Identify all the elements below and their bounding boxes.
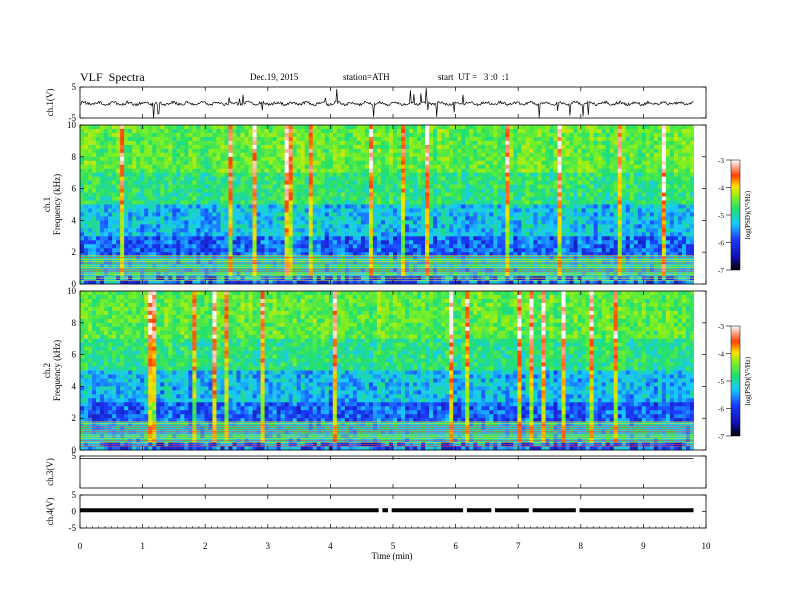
colorbar-tick-label: -4	[718, 185, 724, 193]
y-axis-label: ch.2	[42, 363, 52, 378]
colorbar-tick-label: -6	[718, 240, 724, 248]
x-tick-label: 3	[266, 541, 271, 551]
ch1-spectrogram	[80, 125, 707, 285]
y-axis-label: Frequency (kHz)	[52, 174, 62, 235]
y-tick-label: 8	[72, 318, 77, 328]
date-label: Dec.19, 2015	[250, 72, 299, 82]
ch3-wave-frame	[79, 455, 707, 489]
y-tick-label: 2	[72, 247, 77, 257]
y-tick-label: 5	[72, 451, 77, 461]
y-tick-label: -5	[69, 113, 77, 123]
y-axis-label: ch.1	[42, 197, 52, 212]
figure-title: VLF Spectra	[80, 70, 145, 84]
y-axis-label: ch.3(V)	[45, 458, 55, 486]
y-tick-label: 0	[72, 445, 77, 455]
x-tick-label: 6	[453, 541, 458, 551]
y-tick-label: 6	[72, 184, 77, 194]
x-tick-label: 4	[328, 541, 333, 551]
colorbar-tick-label: -6	[718, 406, 724, 414]
colorbar-tick-label: -3	[718, 157, 724, 165]
x-axis-label: Time (min)	[372, 551, 413, 561]
colorbar-tick-label: -7	[718, 267, 724, 275]
x-tick-label: 5	[391, 541, 396, 551]
colorbar-label: log(PSD)(V²/Hz)	[744, 356, 752, 405]
colorbar-tick-label: -5	[718, 378, 724, 386]
y-tick-label: 6	[72, 350, 77, 360]
y-axis-label: ch.1(V)	[45, 89, 55, 117]
y-tick-label: 0	[72, 507, 77, 517]
colorbar-tick-label: -5	[718, 212, 724, 220]
y-tick-label: 5	[72, 490, 77, 500]
colorbar-tick-label: -3	[718, 323, 724, 331]
y-tick-label: 8	[72, 152, 77, 162]
x-tick-label: 2	[203, 541, 208, 551]
y-tick-label: 2	[72, 413, 77, 423]
x-tick-label: 1	[140, 541, 145, 551]
y-tick-label: 4	[72, 215, 77, 225]
ch1-colorbar	[730, 159, 741, 271]
y-tick-label: 5	[72, 82, 77, 92]
x-tick-label: 0	[78, 541, 83, 551]
station-label: station=ATH	[343, 72, 390, 82]
y-tick-label: 10	[67, 120, 77, 130]
y-tick-label: 0	[72, 279, 77, 289]
y-tick-label: -5	[69, 523, 77, 533]
axis-ticks	[79, 86, 731, 529]
ch1-waveform-line	[79, 87, 694, 119]
colorbar-tick-label: -7	[718, 433, 724, 441]
y-axis-label: Frequency (kHz)	[52, 340, 62, 401]
y-tick-label: 10	[67, 286, 77, 296]
x-tick-label: 8	[579, 541, 584, 551]
ch2-spectrogram	[80, 291, 707, 451]
x-tick-label: 10	[702, 541, 712, 551]
colorbar-tick-label: -4	[718, 351, 724, 359]
y-tick-label: 4	[72, 381, 77, 391]
x-tick-label: 9	[641, 541, 646, 551]
x-tick-label: 7	[516, 541, 521, 551]
start-time-label: start UT = 3 :0 :1	[438, 72, 510, 82]
colorbar-label: log(PSD)(V²/Hz)	[744, 190, 752, 239]
ch2-colorbar	[730, 325, 741, 437]
y-axis-label: ch.4(V)	[45, 498, 55, 526]
